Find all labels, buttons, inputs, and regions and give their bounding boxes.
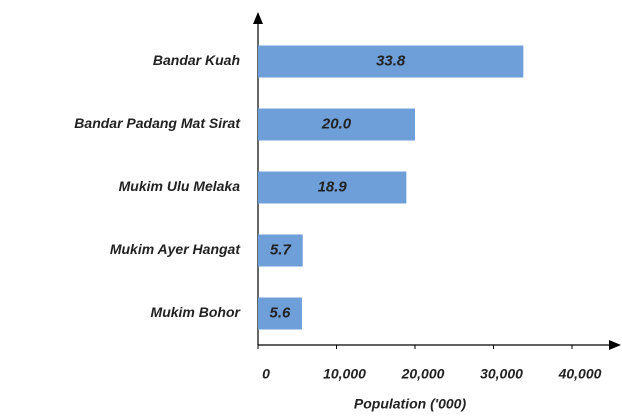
- y-tick-label: Bandar Padang Mat Sirat: [74, 115, 241, 131]
- bar: [258, 171, 407, 204]
- x-tick-label: 20,000: [401, 366, 445, 382]
- bar: [258, 108, 415, 141]
- bar: [258, 45, 524, 78]
- bar-value-label: 5.7: [270, 241, 292, 258]
- y-tick-label: Mukim Ulu Melaka: [119, 178, 241, 194]
- y-axis-arrow: [253, 12, 263, 24]
- bar-value-label: 18.9: [318, 178, 348, 195]
- x-tick-label: 40,000: [558, 366, 602, 382]
- y-tick-label: Mukim Ayer Hangat: [110, 241, 242, 257]
- x-axis-arrow: [609, 340, 621, 350]
- bar: [258, 297, 302, 330]
- x-tick-label: 0: [262, 366, 270, 382]
- bar-value-label: 33.8: [376, 52, 406, 69]
- x-tick-label: 10,000: [323, 366, 366, 382]
- x-axis-title: Population ('000): [354, 396, 467, 412]
- x-tick-label: 30,000: [480, 366, 523, 382]
- bar: [258, 234, 303, 267]
- y-tick-label: Mukim Bohor: [151, 304, 242, 320]
- bar-value-label: 20.0: [321, 115, 352, 132]
- bar-value-label: 5.6: [270, 304, 292, 321]
- y-tick-label: Bandar Kuah: [153, 52, 240, 68]
